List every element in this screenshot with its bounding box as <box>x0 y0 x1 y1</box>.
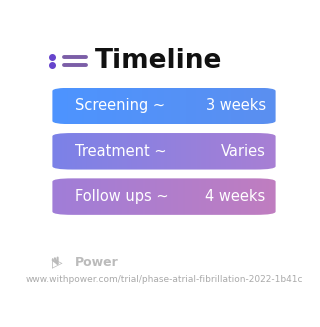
Text: www.withpower.com/trial/phase-atrial-fibrillation-2022-1b41c: www.withpower.com/trial/phase-atrial-fib… <box>25 275 303 284</box>
Text: Power: Power <box>75 256 118 268</box>
Text: ▷: ▷ <box>52 255 63 269</box>
Text: Varies: Varies <box>221 144 266 159</box>
Text: 4 weeks: 4 weeks <box>205 189 266 204</box>
Text: 3 weeks: 3 weeks <box>205 98 266 113</box>
Text: Treatment ~: Treatment ~ <box>75 144 166 159</box>
Text: Screening ~: Screening ~ <box>75 98 165 113</box>
Text: Follow ups ~: Follow ups ~ <box>75 189 168 204</box>
Text: Timeline: Timeline <box>95 48 222 74</box>
